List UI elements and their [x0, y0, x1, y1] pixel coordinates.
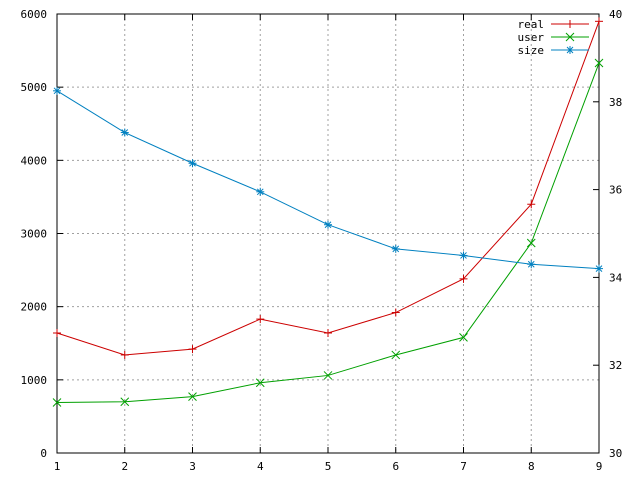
series-group: [52, 17, 604, 407]
series-size-point: [53, 86, 61, 95]
series-real: [53, 17, 603, 359]
x-tick-label: 6: [392, 460, 399, 473]
series-real-point: [595, 17, 603, 26]
legend-marker-real: [566, 20, 574, 28]
y2-tick-label: 40: [609, 8, 622, 21]
y-tick-label: 4000: [21, 154, 48, 167]
y2-tick-label: 30: [609, 447, 622, 460]
x-tick-label: 5: [325, 460, 332, 473]
x-tick-label: 2: [121, 460, 128, 473]
legend-label-real: real: [518, 18, 545, 31]
series-user-point: [594, 58, 604, 68]
legend-marker-size: [566, 46, 574, 54]
legend-label-size: size: [518, 44, 545, 57]
y2-tick-label: 36: [609, 184, 622, 197]
y-tick-label: 0: [40, 447, 47, 460]
y-tick-label: 5000: [21, 81, 48, 94]
legend-marker-user: [565, 32, 575, 42]
series-user-line: [56, 62, 600, 404]
series-real-point: [120, 350, 129, 359]
grid: [57, 14, 599, 453]
series-real-point: [256, 315, 265, 324]
y-tick-label: 1000: [21, 374, 48, 387]
series-user-point: [255, 378, 265, 388]
x-tick-label: 4: [257, 460, 264, 473]
series-size-point: [391, 244, 400, 253]
series-user-point: [391, 350, 401, 360]
series-user-point: [188, 392, 197, 402]
series-size-point: [595, 264, 603, 273]
series-real-point: [527, 200, 536, 209]
y-tick-label: 6000: [21, 8, 48, 21]
x-tick-label: 9: [596, 460, 603, 473]
series-user-point: [52, 398, 62, 407]
x-tick-label: 3: [189, 460, 196, 473]
x-tick-label: 8: [528, 460, 535, 473]
series-user-point: [323, 371, 333, 380]
axis-ticks: 1 2 3 4 5 6 7 8 90100020003000400050006000303234…: [21, 8, 623, 473]
series-real-point: [324, 329, 332, 338]
series-size: [53, 86, 603, 273]
series-size-point: [324, 220, 332, 229]
series-real-point: [459, 274, 468, 283]
series-size-point: [188, 159, 197, 168]
series-user-point: [459, 333, 468, 342]
series-size-point: [459, 251, 468, 260]
legend-label-user: user: [518, 31, 545, 44]
series-real-point: [391, 308, 400, 317]
y2-tick-label: 32: [609, 359, 622, 372]
series-size-point: [527, 260, 536, 269]
y-tick-label: 3000: [21, 228, 48, 241]
series-user-point: [120, 397, 130, 407]
series-size-point: [256, 187, 265, 196]
series-user: [52, 58, 604, 407]
x-tick-label: 1: [54, 460, 61, 473]
series-real-point: [188, 345, 197, 354]
x-tick-label: 7: [460, 460, 467, 473]
y2-tick-label: 34: [609, 271, 623, 284]
y-tick-label: 2000: [21, 301, 48, 314]
series-user-point: [526, 238, 536, 248]
series-size-point: [120, 128, 129, 137]
y2-tick-label: 38: [609, 96, 622, 109]
series-real-point: [53, 329, 61, 338]
